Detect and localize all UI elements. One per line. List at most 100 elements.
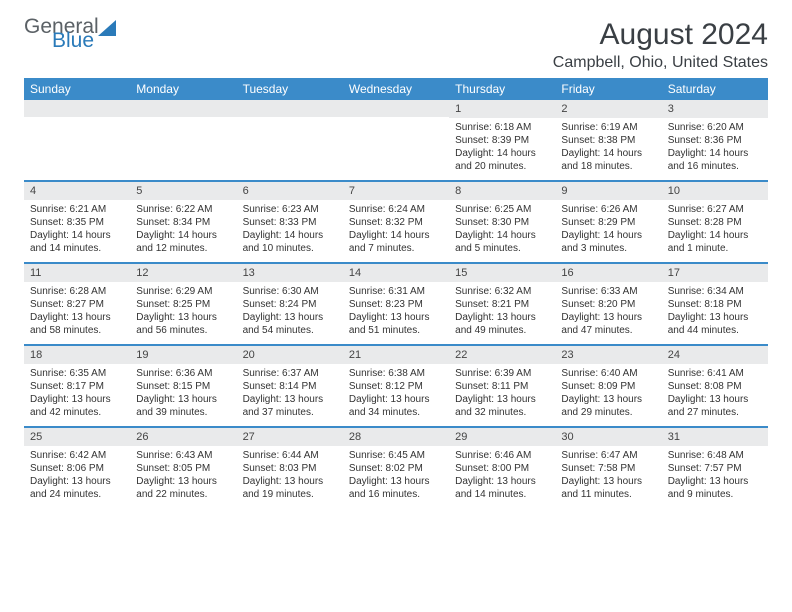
sunset-text: Sunset: 8:25 PM <box>136 298 230 311</box>
calendar-cell: 8Sunrise: 6:25 AMSunset: 8:30 PMDaylight… <box>449 182 555 262</box>
daylight-text: Daylight: 14 hours and 18 minutes. <box>561 147 655 173</box>
sunrise-text: Sunrise: 6:46 AM <box>455 449 549 462</box>
calendar-cell: 25Sunrise: 6:42 AMSunset: 8:06 PMDayligh… <box>24 428 130 508</box>
sunrise-text: Sunrise: 6:48 AM <box>668 449 762 462</box>
sunset-text: Sunset: 8:12 PM <box>349 380 443 393</box>
day-number: 27 <box>237 428 343 446</box>
daylight-text: Daylight: 13 hours and 32 minutes. <box>455 393 549 419</box>
sunrise-text: Sunrise: 6:32 AM <box>455 285 549 298</box>
sunset-text: Sunset: 8:38 PM <box>561 134 655 147</box>
sunrise-text: Sunrise: 6:45 AM <box>349 449 443 462</box>
daylight-text: Daylight: 13 hours and 16 minutes. <box>349 475 443 501</box>
sunset-text: Sunset: 8:36 PM <box>668 134 762 147</box>
sunrise-text: Sunrise: 6:19 AM <box>561 121 655 134</box>
calendar-cell: 5Sunrise: 6:22 AMSunset: 8:34 PMDaylight… <box>130 182 236 262</box>
day-number <box>343 100 449 117</box>
calendar-cell: 17Sunrise: 6:34 AMSunset: 8:18 PMDayligh… <box>662 264 768 344</box>
calendar-cell: 16Sunrise: 6:33 AMSunset: 8:20 PMDayligh… <box>555 264 661 344</box>
sunset-text: Sunset: 8:02 PM <box>349 462 443 475</box>
day-number: 23 <box>555 346 661 364</box>
sunrise-text: Sunrise: 6:38 AM <box>349 367 443 380</box>
weekday-header: Thursday <box>449 78 555 100</box>
calendar-cell: 18Sunrise: 6:35 AMSunset: 8:17 PMDayligh… <box>24 346 130 426</box>
calendar-cell: 1Sunrise: 6:18 AMSunset: 8:39 PMDaylight… <box>449 100 555 180</box>
day-number: 30 <box>555 428 661 446</box>
sunrise-text: Sunrise: 6:28 AM <box>30 285 124 298</box>
sunset-text: Sunset: 8:09 PM <box>561 380 655 393</box>
sunset-text: Sunset: 7:57 PM <box>668 462 762 475</box>
calendar-cell: 3Sunrise: 6:20 AMSunset: 8:36 PMDaylight… <box>662 100 768 180</box>
weekday-header: Tuesday <box>237 78 343 100</box>
calendar-cell <box>24 100 130 180</box>
calendar-grid: 1Sunrise: 6:18 AMSunset: 8:39 PMDaylight… <box>24 100 768 508</box>
brand-logo: General Blue <box>24 18 99 50</box>
daylight-text: Daylight: 13 hours and 14 minutes. <box>455 475 549 501</box>
sunset-text: Sunset: 7:58 PM <box>561 462 655 475</box>
daylight-text: Daylight: 13 hours and 27 minutes. <box>668 393 762 419</box>
day-number: 25 <box>24 428 130 446</box>
day-number: 1 <box>449 100 555 118</box>
calendar-page: General Blue August 2024 Campbell, Ohio,… <box>0 0 792 526</box>
weekday-header: Sunday <box>24 78 130 100</box>
sunrise-text: Sunrise: 6:27 AM <box>668 203 762 216</box>
daylight-text: Daylight: 13 hours and 22 minutes. <box>136 475 230 501</box>
sunrise-text: Sunrise: 6:47 AM <box>561 449 655 462</box>
sunset-text: Sunset: 8:17 PM <box>30 380 124 393</box>
calendar-cell <box>343 100 449 180</box>
sunset-text: Sunset: 8:32 PM <box>349 216 443 229</box>
daylight-text: Daylight: 14 hours and 3 minutes. <box>561 229 655 255</box>
day-number: 20 <box>237 346 343 364</box>
daylight-text: Daylight: 13 hours and 29 minutes. <box>561 393 655 419</box>
location-label: Campbell, Ohio, United States <box>553 54 768 72</box>
sunrise-text: Sunrise: 6:25 AM <box>455 203 549 216</box>
daylight-text: Daylight: 13 hours and 9 minutes. <box>668 475 762 501</box>
calendar-cell <box>237 100 343 180</box>
day-number: 17 <box>662 264 768 282</box>
weekday-header: Saturday <box>662 78 768 100</box>
day-number: 24 <box>662 346 768 364</box>
calendar-cell: 20Sunrise: 6:37 AMSunset: 8:14 PMDayligh… <box>237 346 343 426</box>
daylight-text: Daylight: 13 hours and 37 minutes. <box>243 393 337 419</box>
sunrise-text: Sunrise: 6:40 AM <box>561 367 655 380</box>
sunrise-text: Sunrise: 6:29 AM <box>136 285 230 298</box>
sunset-text: Sunset: 8:20 PM <box>561 298 655 311</box>
sunset-text: Sunset: 8:34 PM <box>136 216 230 229</box>
sunset-text: Sunset: 8:14 PM <box>243 380 337 393</box>
day-number: 18 <box>24 346 130 364</box>
sunrise-text: Sunrise: 6:26 AM <box>561 203 655 216</box>
sunset-text: Sunset: 8:08 PM <box>668 380 762 393</box>
calendar-cell: 10Sunrise: 6:27 AMSunset: 8:28 PMDayligh… <box>662 182 768 262</box>
sunset-text: Sunset: 8:28 PM <box>668 216 762 229</box>
sunset-text: Sunset: 8:35 PM <box>30 216 124 229</box>
sunrise-text: Sunrise: 6:31 AM <box>349 285 443 298</box>
day-number: 14 <box>343 264 449 282</box>
sunset-text: Sunset: 8:03 PM <box>243 462 337 475</box>
page-header: General Blue August 2024 Campbell, Ohio,… <box>24 18 768 72</box>
daylight-text: Daylight: 13 hours and 51 minutes. <box>349 311 443 337</box>
daylight-text: Daylight: 13 hours and 34 minutes. <box>349 393 443 419</box>
sunrise-text: Sunrise: 6:18 AM <box>455 121 549 134</box>
day-number: 13 <box>237 264 343 282</box>
day-number: 10 <box>662 182 768 200</box>
sunrise-text: Sunrise: 6:22 AM <box>136 203 230 216</box>
daylight-text: Daylight: 13 hours and 44 minutes. <box>668 311 762 337</box>
daylight-text: Daylight: 13 hours and 39 minutes. <box>136 393 230 419</box>
sunset-text: Sunset: 8:11 PM <box>455 380 549 393</box>
month-title: August 2024 <box>553 18 768 52</box>
day-number <box>237 100 343 117</box>
day-number: 19 <box>130 346 236 364</box>
weekday-header: Monday <box>130 78 236 100</box>
calendar-cell: 9Sunrise: 6:26 AMSunset: 8:29 PMDaylight… <box>555 182 661 262</box>
day-number: 7 <box>343 182 449 200</box>
calendar-cell: 14Sunrise: 6:31 AMSunset: 8:23 PMDayligh… <box>343 264 449 344</box>
sunrise-text: Sunrise: 6:36 AM <box>136 367 230 380</box>
sunrise-text: Sunrise: 6:20 AM <box>668 121 762 134</box>
calendar-cell <box>130 100 236 180</box>
sunrise-text: Sunrise: 6:21 AM <box>30 203 124 216</box>
sunset-text: Sunset: 8:21 PM <box>455 298 549 311</box>
day-number: 26 <box>130 428 236 446</box>
day-number: 22 <box>449 346 555 364</box>
calendar-cell: 27Sunrise: 6:44 AMSunset: 8:03 PMDayligh… <box>237 428 343 508</box>
calendar-week: 1Sunrise: 6:18 AMSunset: 8:39 PMDaylight… <box>24 100 768 180</box>
calendar-cell: 2Sunrise: 6:19 AMSunset: 8:38 PMDaylight… <box>555 100 661 180</box>
